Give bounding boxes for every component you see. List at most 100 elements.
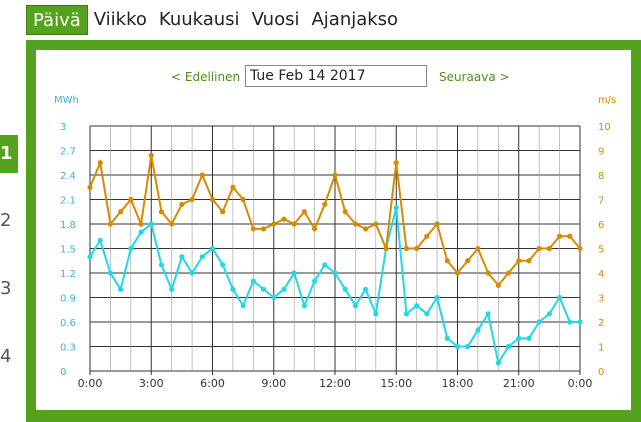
y-left-tick-label: 2.1 [60, 196, 76, 207]
data-point [189, 270, 195, 276]
data-point [311, 278, 318, 284]
side-item-4[interactable]: 4 [0, 346, 12, 367]
data-point [179, 201, 185, 207]
x-tick-label: 0:00 [78, 377, 103, 390]
chart-series [87, 152, 583, 366]
data-point [240, 196, 246, 203]
data-point [444, 335, 450, 341]
data-point [516, 335, 522, 341]
data-point [169, 221, 175, 227]
data-point [301, 209, 307, 215]
data-point [465, 258, 471, 264]
y-left-tick-label: 1.2 [60, 269, 76, 280]
data-point [148, 221, 154, 227]
side-item-1[interactable]: 1 [0, 135, 18, 173]
data-point [97, 237, 103, 243]
data-point [281, 286, 287, 292]
data-point [434, 221, 440, 227]
data-point [158, 262, 165, 268]
y-left-tick-label: 0.6 [60, 318, 76, 329]
data-point [271, 294, 277, 301]
data-point [230, 286, 236, 292]
chart-panel [36, 50, 631, 410]
data-point [567, 233, 573, 239]
data-point [475, 245, 481, 252]
data-point [526, 258, 532, 264]
y-right-tick-label: 6 [598, 220, 604, 231]
data-point [495, 282, 501, 288]
data-point [128, 245, 134, 252]
data-point [373, 221, 379, 227]
side-item-3[interactable]: 3 [0, 278, 12, 299]
y-right-tick-label: 4 [598, 269, 604, 280]
data-point [475, 327, 481, 333]
x-tick-label: 3:00 [139, 377, 164, 390]
data-point [342, 209, 348, 215]
data-point [332, 172, 338, 178]
data-point [250, 278, 256, 284]
data-point [414, 245, 420, 252]
data-point [118, 209, 124, 215]
y-left-unit: MWh [54, 95, 79, 106]
date-input[interactable] [245, 65, 427, 87]
data-point [546, 245, 552, 252]
data-point [505, 343, 512, 350]
y-right-tick-label: 1 [598, 343, 604, 354]
tab-day[interactable]: Päivä [26, 5, 88, 35]
data-point [209, 196, 216, 203]
x-tick-label: 15:00 [380, 377, 412, 390]
y-left-tick-label: 0 [60, 367, 66, 378]
y-right-tick-label: 2 [598, 318, 604, 329]
y-right-tick-label: 7 [598, 196, 604, 207]
data-point [118, 286, 124, 292]
y-left-tick-label: 1.8 [60, 220, 76, 231]
x-tick-label: 9:00 [261, 377, 286, 390]
data-point [556, 294, 563, 301]
tab-week[interactable]: Viikko [93, 9, 147, 30]
data-point [311, 226, 318, 232]
y-right-unit: m/s [598, 95, 616, 106]
data-point [424, 311, 430, 317]
y-left-tick-label: 0.9 [60, 294, 76, 305]
tab-year[interactable]: Vuosi [251, 9, 300, 30]
y-right-tick-label: 0 [598, 367, 604, 378]
data-point [322, 201, 328, 207]
prev-button[interactable]: < Edellinen [171, 70, 241, 84]
data-point [495, 360, 501, 366]
data-point [322, 262, 328, 268]
data-point [454, 343, 461, 350]
data-point [87, 184, 93, 190]
data-point [220, 262, 226, 268]
data-point [87, 254, 93, 260]
data-point [158, 209, 165, 215]
data-point [291, 221, 297, 227]
tab-period[interactable]: Ajanjakso [311, 9, 399, 30]
data-point [577, 245, 583, 252]
data-point [97, 160, 103, 166]
tab-month[interactable]: Kuukausi [158, 9, 240, 30]
data-point [577, 319, 583, 325]
data-point [363, 226, 369, 232]
data-point [556, 233, 563, 239]
data-point [148, 152, 154, 158]
y-left-tick-label: 3 [60, 122, 66, 133]
y-right-tick-label: 5 [598, 245, 604, 256]
side-item-2[interactable]: 2 [0, 210, 12, 231]
data-point [199, 254, 205, 260]
data-point [107, 221, 114, 227]
data-point [373, 311, 379, 317]
data-point [485, 311, 491, 317]
y-left-tick-label: 1.5 [60, 245, 76, 256]
data-point [536, 245, 542, 252]
data-point [363, 286, 369, 292]
y-left-tick-label: 2.7 [60, 147, 76, 158]
data-point [342, 286, 348, 292]
x-tick-label: 12:00 [319, 377, 351, 390]
data-point [138, 221, 144, 227]
next-button[interactable]: Seuraava > [439, 70, 510, 84]
data-point [454, 270, 461, 276]
data-point [516, 258, 522, 264]
y-left-tick-label: 0.3 [60, 343, 76, 354]
data-point [281, 216, 287, 222]
